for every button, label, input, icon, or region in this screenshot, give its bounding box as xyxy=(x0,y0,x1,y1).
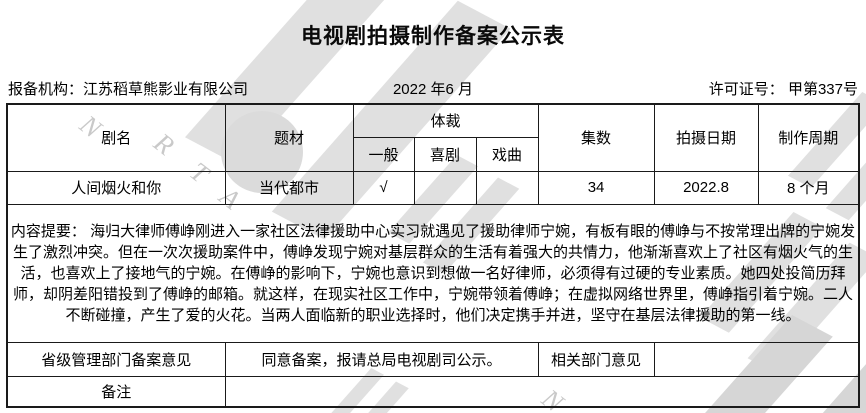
header-production-cycle: 制作周期 xyxy=(757,103,860,172)
record-table: 剧名 题材 体裁 集数 拍摄日期 制作周期 一般 喜剧 戏曲 人间烟火和你 当代… xyxy=(6,103,861,408)
related-opinion-value xyxy=(653,341,860,377)
header-episodes: 集数 xyxy=(537,103,655,172)
cell-subject: 当代都市 xyxy=(224,170,354,205)
provincial-opinion-label: 省级管理部门备案意见 xyxy=(6,341,226,377)
summary-row: 内容提要： 海归大律师傅峥刚进入一家社区法律援助中心实习就遇见了援助律师宁婉，有… xyxy=(6,203,860,343)
cell-genre-comedy xyxy=(413,170,477,205)
related-opinion-label: 相关部门意见 xyxy=(537,341,655,377)
header-genre: 体裁 xyxy=(352,103,539,138)
cell-genre-opera xyxy=(475,170,539,205)
drama-data-row: 人间烟火和你 当代都市 √ 34 2022.8 8 个月 xyxy=(6,170,860,205)
cell-production-cycle: 8 个月 xyxy=(757,170,860,205)
header-row-1: 剧名 题材 体裁 集数 拍摄日期 制作周期 xyxy=(6,103,860,172)
cell-drama-name: 人间烟火和你 xyxy=(6,170,226,205)
content-summary-cell: 内容提要： 海归大律师傅峥刚进入一家社区法律援助中心实习就遇见了援助律师宁婉，有… xyxy=(6,203,860,343)
cell-shoot-date: 2022.8 xyxy=(653,170,759,205)
page-title: 电视剧拍摄制作备案公示表 xyxy=(301,25,565,48)
summary-label: 内容提要： xyxy=(10,222,86,240)
header-genre-opera: 戏曲 xyxy=(475,136,539,172)
provincial-opinion-text: 同意备案，报请总局电视剧司公示。 xyxy=(224,341,539,377)
license-number: 许可证号： 甲第337号 xyxy=(708,81,858,98)
header-drama-name: 剧名 xyxy=(6,103,226,172)
cell-genre-general: √ xyxy=(352,170,415,205)
header-genre-comedy: 喜剧 xyxy=(413,136,477,172)
header-shoot-date: 拍摄日期 xyxy=(653,103,759,172)
summary-text: 海归大律师傅峥刚进入一家社区法律援助中心实习就遇见了援助律师宁婉，有板有眼的傅峥… xyxy=(13,222,856,324)
cell-episodes: 34 xyxy=(537,170,655,205)
info-row: 报备机构：江苏稻草熊影业有限公司 2022 年6 月 许可证号： 甲第337号 xyxy=(0,78,866,98)
opinion-row: 省级管理部门备案意见 同意备案，报请总局电视剧司公示。 相关部门意见 xyxy=(6,341,860,377)
remarks-value xyxy=(224,375,860,408)
header-subject: 题材 xyxy=(224,103,354,172)
remarks-label: 备注 xyxy=(6,375,226,408)
header-genre-general: 一般 xyxy=(352,136,415,172)
remarks-row: 备注 xyxy=(6,375,860,408)
